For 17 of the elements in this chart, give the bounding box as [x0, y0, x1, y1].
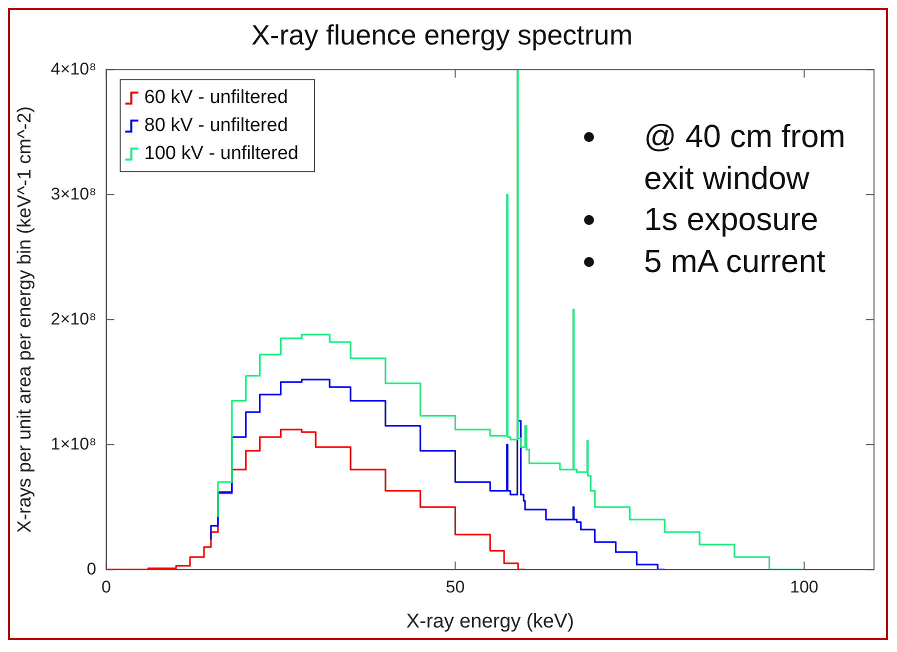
x-tick-label: 50 — [446, 577, 465, 596]
legend-label: 60 kV - unfiltered — [144, 86, 288, 108]
x-tick-label: 0 — [102, 577, 111, 596]
y-axis-title: X-rays per unit area per energy bin (keV^-1 cm^-2) — [14, 106, 36, 533]
annotation: 1s exposure — [644, 201, 818, 238]
legend-label: 100 kV - unfiltered — [144, 142, 298, 164]
y-tick-label: 0 — [86, 559, 96, 578]
y-tick-label: 2×10⁸ — [50, 309, 96, 328]
annotation: 5 mA current — [644, 242, 826, 279]
y-tick-label: 4×10⁸ — [50, 59, 96, 78]
x-tick-label: 100 — [790, 577, 818, 596]
annotation: @ 40 cm from exit window — [644, 118, 846, 196]
x-axis-title: X-ray energy (keV) — [406, 610, 574, 633]
y-tick-label: 1×10⁸ — [50, 434, 96, 454]
y-tick-label: 3×10⁸ — [50, 184, 96, 204]
legend-label: 80 kV - unfiltered — [144, 114, 288, 136]
chart-title: X-ray fluence energy spectrum — [251, 20, 633, 51]
